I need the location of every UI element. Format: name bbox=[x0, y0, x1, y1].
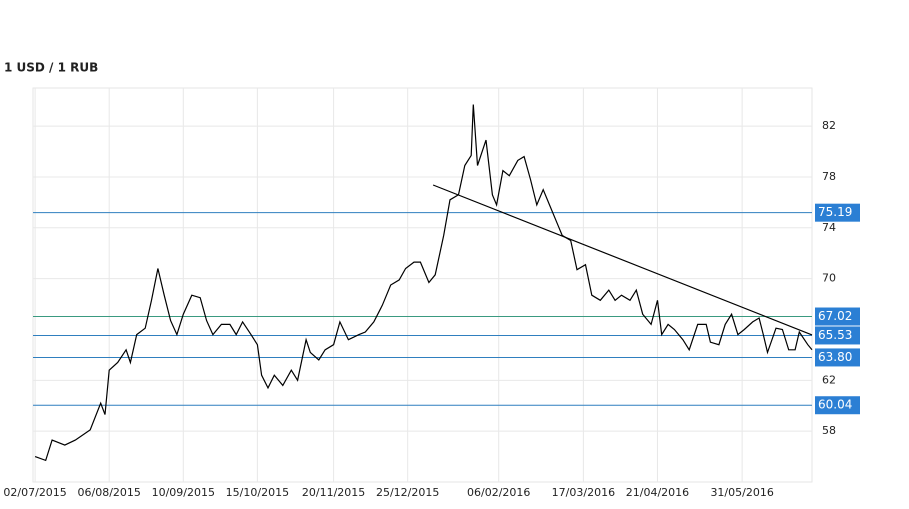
level-label: 60.04 bbox=[818, 398, 852, 412]
level-label: 75.19 bbox=[818, 205, 852, 219]
level-label: 65.53 bbox=[818, 328, 852, 342]
chart-title: 1 USD / 1 RUB bbox=[4, 61, 98, 75]
x-tick-label: 17/03/2016 bbox=[552, 486, 615, 499]
y-tick-label: 70 bbox=[822, 272, 836, 285]
trend-line bbox=[432, 184, 813, 336]
x-tick-label: 25/12/2015 bbox=[376, 486, 439, 499]
x-tick-label: 10/09/2015 bbox=[152, 486, 215, 499]
x-tick-label: 21/04/2016 bbox=[626, 486, 689, 499]
line bbox=[34, 104, 813, 462]
y-tick-label: 62 bbox=[822, 373, 836, 386]
level-label-box bbox=[815, 203, 860, 222]
x-tick-label: 15/10/2015 bbox=[226, 486, 289, 499]
level-label-box bbox=[815, 396, 860, 415]
level-label-box bbox=[815, 348, 860, 367]
x-tick-label: 20/11/2015 bbox=[302, 486, 365, 499]
level-label-box bbox=[815, 307, 860, 326]
plot-area bbox=[32, 87, 813, 483]
x-tick-label: 31/05/2016 bbox=[710, 486, 773, 499]
y-tick-label: 78 bbox=[822, 170, 836, 183]
level-label-box bbox=[815, 326, 860, 345]
x-tick-label: 06/08/2015 bbox=[78, 486, 141, 499]
y-tick-label: 58 bbox=[822, 424, 836, 437]
y-tick-label: 74 bbox=[822, 221, 836, 234]
x-tick-label: 06/02/2016 bbox=[467, 486, 530, 499]
level-label: 67.02 bbox=[818, 309, 852, 323]
x-tick-label: 02/07/2015 bbox=[3, 486, 66, 499]
y-tick-label: 82 bbox=[822, 119, 836, 132]
level-label: 63.80 bbox=[818, 350, 852, 364]
